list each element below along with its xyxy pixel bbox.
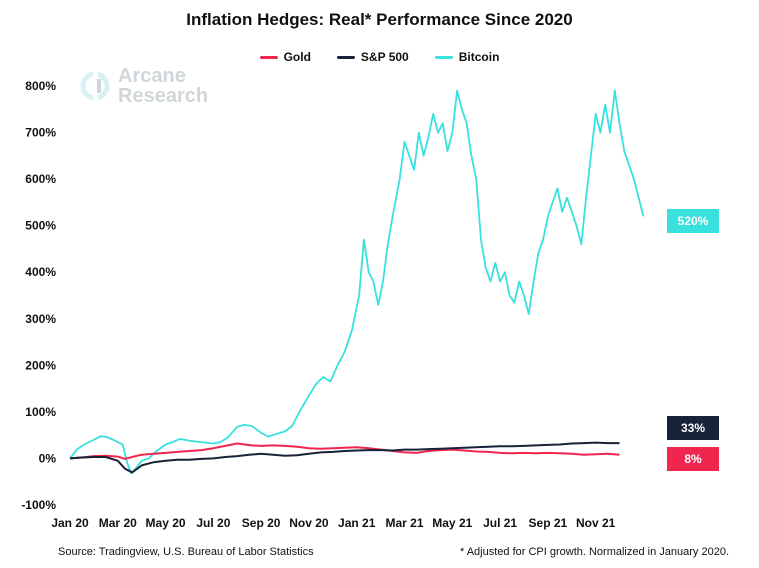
- end-label-sp500: 33%: [667, 416, 719, 440]
- legend-label-bitcoin: Bitcoin: [458, 50, 500, 64]
- logo-text: Arcane Research: [118, 66, 208, 106]
- x-tick-label: Mar 20: [99, 516, 137, 530]
- arcane-research-logo: Arcane Research: [80, 66, 208, 106]
- y-tick-label: 500%: [25, 219, 56, 233]
- y-tick-label: 100%: [25, 405, 56, 419]
- y-tick-label: 600%: [25, 172, 56, 186]
- y-tick-label: 800%: [25, 79, 56, 93]
- x-tick-label: Jul 20: [196, 516, 230, 530]
- x-tick-label: Jan 21: [338, 516, 376, 530]
- legend-label-gold: Gold: [283, 50, 311, 64]
- x-tick-label: May 20: [146, 516, 186, 530]
- y-tick-label: -100%: [21, 498, 56, 512]
- y-tick-label: 300%: [25, 312, 56, 326]
- legend-item-sp500[interactable]: S&P 500: [336, 50, 409, 64]
- x-tick-label: Jul 21: [483, 516, 517, 530]
- x-tick-label: Nov 21: [576, 516, 616, 530]
- legend-swatch-sp500: [336, 55, 355, 59]
- legend-swatch-gold: [259, 55, 278, 59]
- x-tick-label: Sep 20: [242, 516, 281, 530]
- series-line-bitcoin: [69, 89, 645, 475]
- series-line-gold: [69, 442, 620, 460]
- legend-swatch-bitcoin: [434, 55, 453, 59]
- y-tick-label: 700%: [25, 126, 56, 140]
- y-tick-label: 200%: [25, 358, 56, 372]
- x-tick-label: Sep 21: [529, 516, 568, 530]
- logo-line-1: Arcane: [118, 65, 186, 87]
- logo-icon: [80, 71, 110, 101]
- logo-line-2: Research: [118, 85, 209, 107]
- x-tick-label: Nov 20: [289, 516, 329, 530]
- y-tick-label: 0%: [39, 451, 57, 465]
- footnote: * Adjusted for CPI growth. Normalized in…: [459, 546, 729, 558]
- x-tick-label: May 21: [432, 516, 472, 530]
- x-tick-label: Jan 20: [51, 516, 89, 530]
- x-tick-label: Mar 21: [385, 516, 423, 530]
- chart-title: Inflation Hedges: Real* Performance Sinc…: [186, 10, 573, 29]
- chart-legend: Gold S&P 500 Bitcoin: [0, 50, 759, 64]
- legend-label-sp500: S&P 500: [360, 50, 409, 64]
- end-label-bitcoin: 520%: [667, 209, 719, 233]
- end-label-gold: 8%: [667, 447, 719, 471]
- legend-item-bitcoin[interactable]: Bitcoin: [434, 50, 500, 64]
- y-tick-label: 400%: [25, 265, 56, 279]
- source-note: Source: Tradingview, U.S. Bureau of Labo…: [58, 546, 314, 558]
- series-line-s-p-500: [69, 441, 620, 474]
- legend-item-gold[interactable]: Gold: [259, 50, 311, 64]
